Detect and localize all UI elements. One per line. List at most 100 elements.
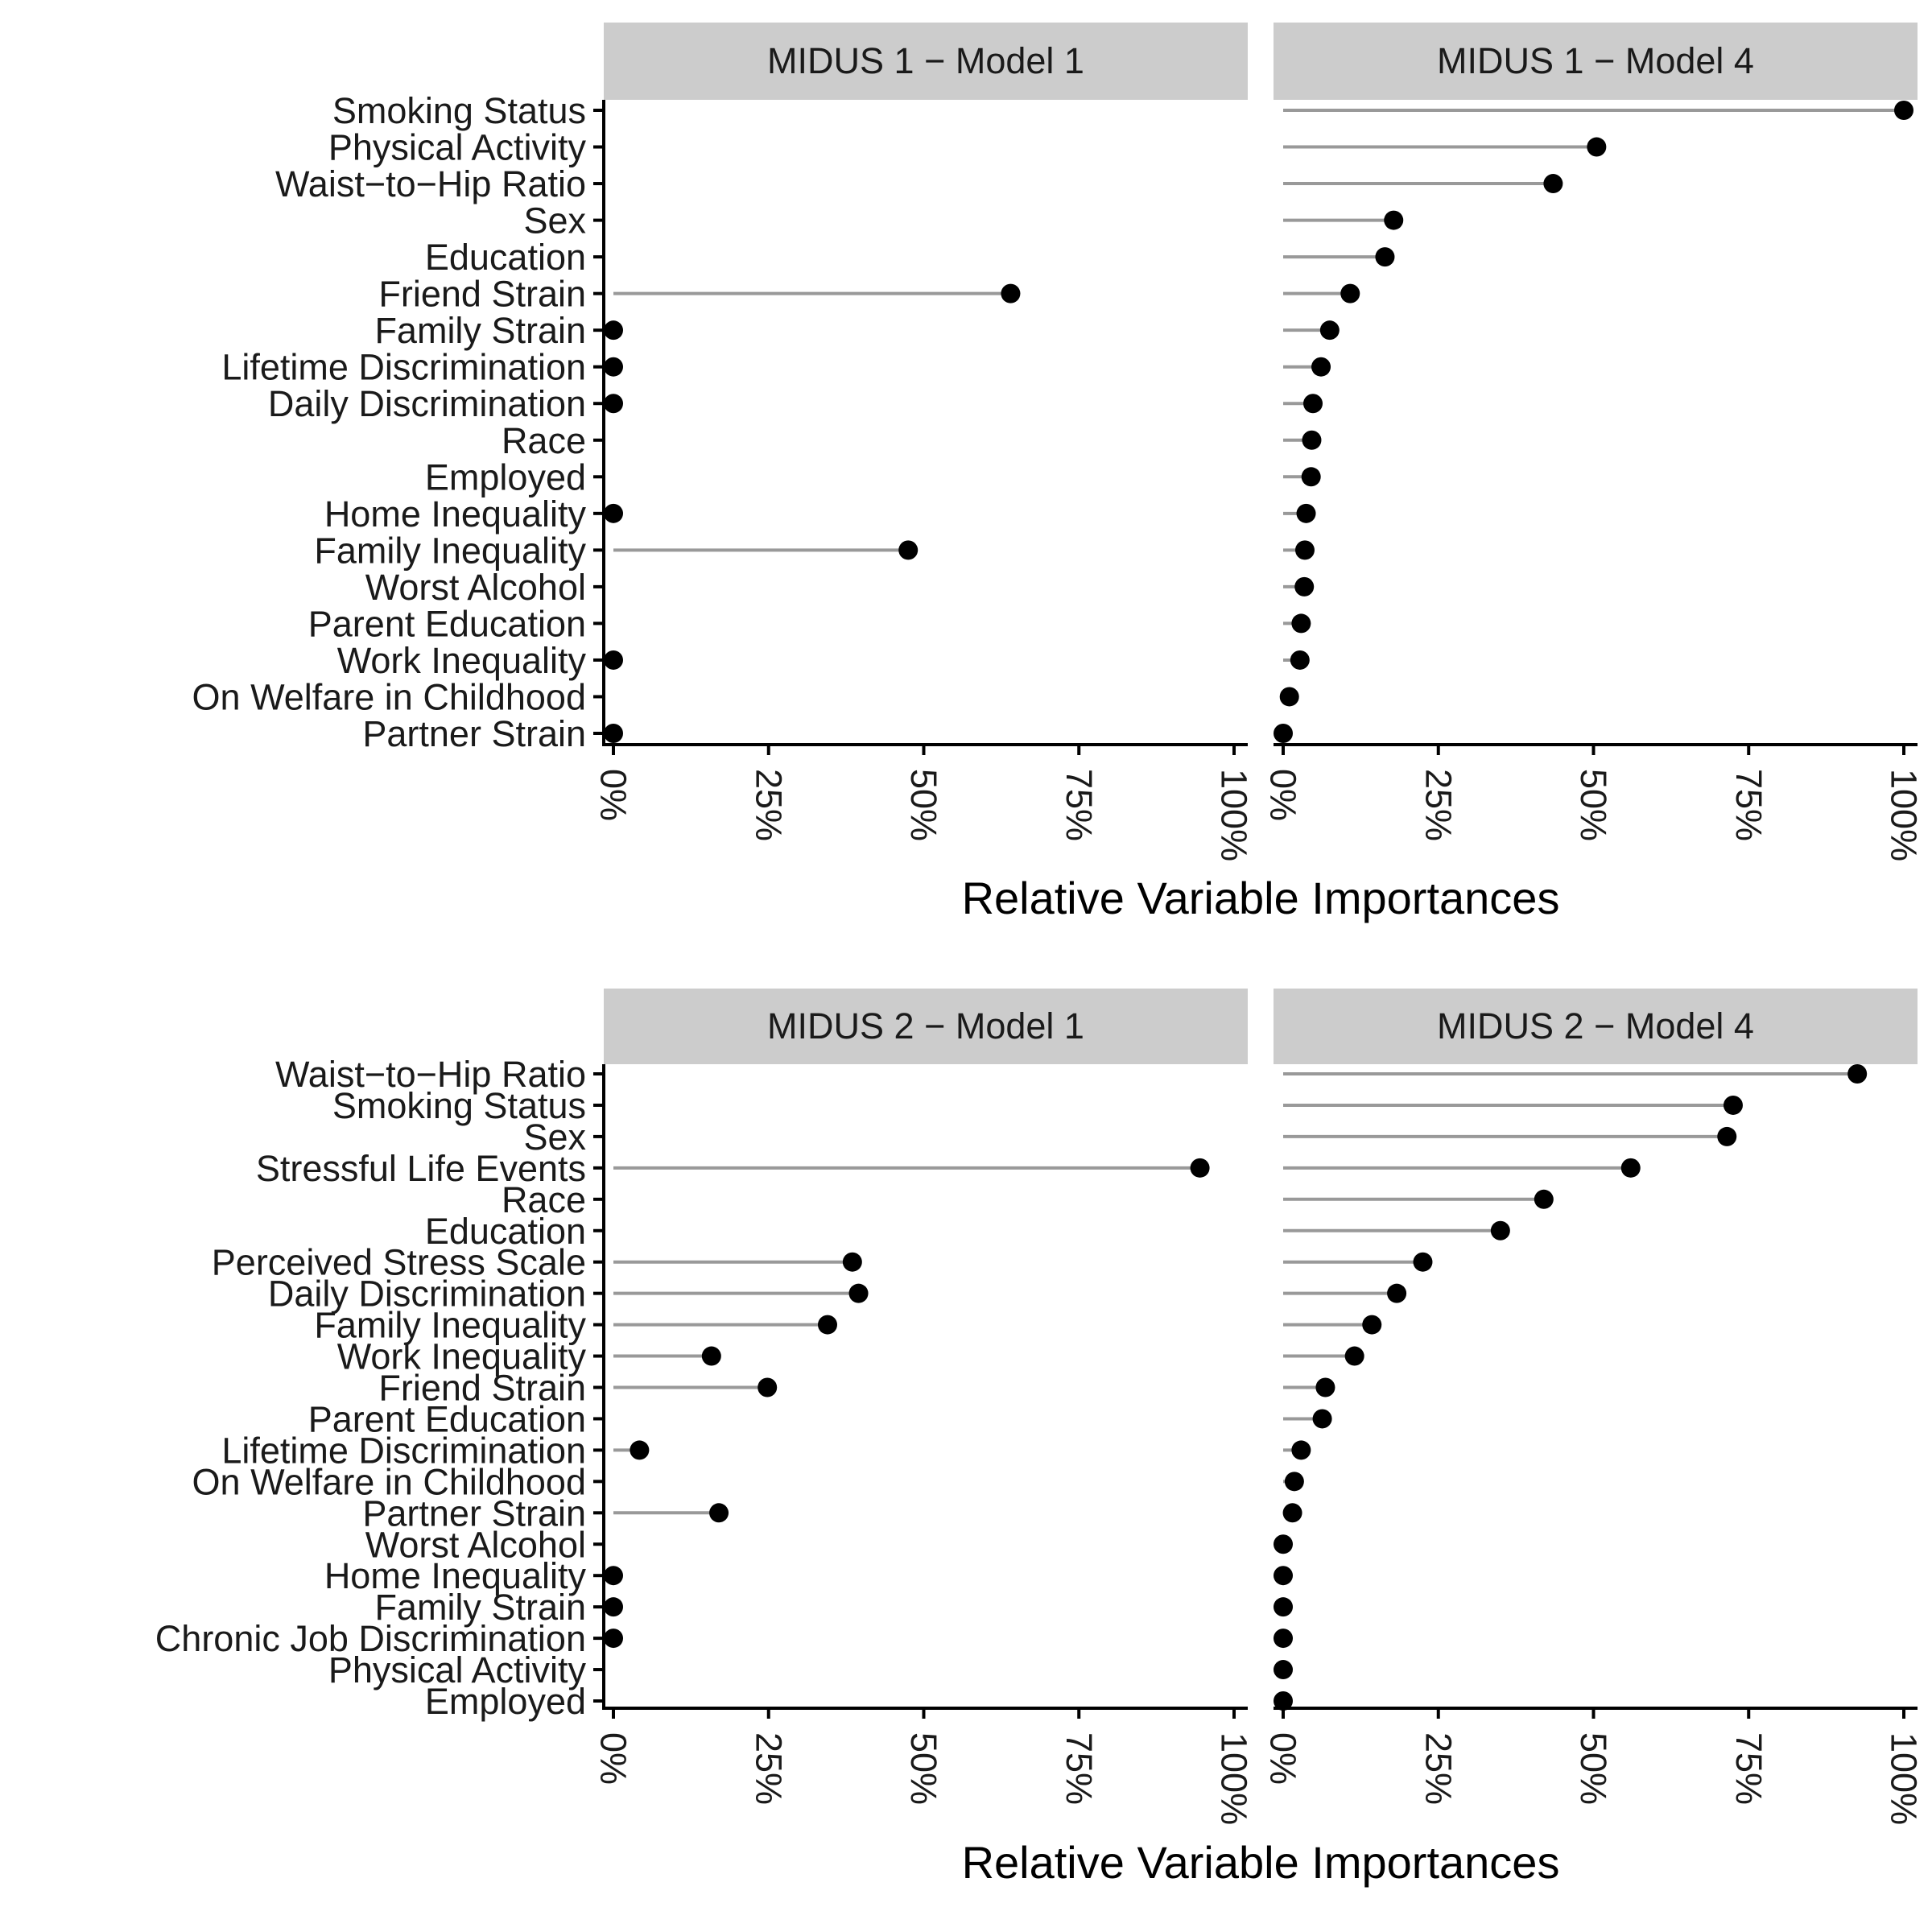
- category-label: Education: [425, 237, 586, 278]
- x-tick-label: 25%: [748, 1732, 789, 1805]
- x-tick-label: 25%: [748, 769, 789, 841]
- data-point: [604, 1566, 623, 1586]
- data-point: [1344, 1346, 1364, 1366]
- data-point: [1587, 137, 1607, 157]
- x-tick-label: 50%: [903, 1732, 944, 1805]
- data-point: [1723, 1095, 1743, 1115]
- category-label: Daily Discrimination: [268, 1274, 586, 1315]
- category-label: Sex: [523, 200, 586, 242]
- data-point: [1301, 467, 1321, 487]
- category-label: Partner Strain: [362, 713, 586, 754]
- data-point: [604, 724, 623, 743]
- data-point: [1274, 1660, 1293, 1680]
- x-tick-label: 75%: [1728, 769, 1769, 841]
- x-axis-title: Relative Variable Importances: [962, 1837, 1560, 1888]
- data-point: [1717, 1126, 1737, 1146]
- data-point: [1190, 1158, 1210, 1178]
- data-point: [1282, 1503, 1302, 1523]
- x-tick-label: 100%: [1884, 769, 1925, 861]
- data-point: [1294, 540, 1315, 560]
- data-point: [1384, 210, 1404, 230]
- data-point: [1303, 394, 1323, 414]
- category-label: Parent Education: [308, 603, 586, 644]
- category-label: Friend Strain: [378, 1368, 586, 1409]
- category-label: Worst Alcohol: [365, 567, 586, 608]
- data-point: [1620, 1158, 1641, 1178]
- data-point: [817, 1315, 837, 1335]
- x-tick-label: 50%: [903, 769, 944, 841]
- category-label: Physical Activity: [328, 1649, 587, 1690]
- data-point: [1387, 1283, 1407, 1303]
- category-label: Lifetime Discrimination: [221, 347, 586, 388]
- data-point: [898, 540, 919, 560]
- category-label: Family Inequality: [314, 530, 586, 571]
- data-point: [1274, 1534, 1293, 1554]
- facet-title: MIDUS 1 − Model 4: [1437, 40, 1754, 81]
- data-point: [604, 320, 623, 341]
- data-point: [1294, 576, 1315, 597]
- category-label: Perceived Stress Scale: [212, 1242, 586, 1283]
- data-point: [1279, 687, 1299, 707]
- category-label: Partner Strain: [362, 1492, 586, 1534]
- category-label: Waist−to−Hip Ratio: [275, 163, 586, 204]
- x-tick-label: 75%: [1059, 769, 1100, 841]
- x-tick-label: 25%: [1418, 769, 1459, 841]
- facet-strip: [1274, 989, 1918, 1064]
- data-point: [1413, 1252, 1433, 1272]
- data-point: [1274, 724, 1293, 743]
- category-label: Race: [502, 1179, 586, 1220]
- data-point: [604, 1629, 623, 1649]
- category-label: Chronic Job Discrimination: [155, 1618, 586, 1659]
- data-point: [1375, 247, 1395, 267]
- x-tick-label: 25%: [1418, 1732, 1459, 1805]
- x-tick-label: 0%: [593, 769, 634, 821]
- data-point: [842, 1252, 862, 1272]
- x-tick-label: 0%: [1263, 769, 1304, 821]
- x-tick-label: 50%: [1573, 1732, 1614, 1805]
- category-label: Employed: [425, 456, 586, 497]
- category-label: Sex: [523, 1117, 586, 1158]
- x-tick-label: 100%: [1214, 1732, 1255, 1825]
- category-label: Race: [502, 420, 586, 461]
- x-tick-label: 75%: [1728, 1732, 1769, 1805]
- data-point: [604, 357, 623, 377]
- category-label: On Welfare in Childhood: [192, 1461, 586, 1502]
- data-point: [1894, 101, 1913, 120]
- facet-strip: [1274, 23, 1918, 100]
- data-point: [1274, 1597, 1293, 1617]
- x-tick-label: 0%: [1263, 1732, 1304, 1785]
- category-label: Work Inequality: [337, 640, 587, 681]
- data-point: [1291, 613, 1311, 634]
- x-tick-label: 100%: [1214, 769, 1255, 861]
- category-label: Home Inequality: [324, 1555, 587, 1596]
- data-point: [604, 394, 623, 414]
- category-label: Smoking Status: [332, 90, 586, 131]
- data-point: [1296, 503, 1316, 523]
- data-point: [701, 1346, 721, 1366]
- data-point: [1284, 1472, 1304, 1492]
- category-label: Family Inequality: [314, 1305, 586, 1346]
- category-label: Smoking Status: [332, 1085, 586, 1126]
- data-point: [1315, 1377, 1335, 1397]
- data-point: [604, 1597, 623, 1617]
- data-point: [1490, 1220, 1510, 1241]
- x-tick-label: 100%: [1884, 1732, 1925, 1825]
- data-point: [709, 1503, 729, 1523]
- category-label: Waist−to−Hip Ratio: [275, 1054, 586, 1095]
- category-label: Physical Activity: [328, 127, 587, 168]
- category-label: Home Inequality: [324, 493, 587, 535]
- data-point: [1543, 174, 1563, 194]
- data-point: [1319, 320, 1340, 341]
- facet-strip: [604, 989, 1248, 1064]
- category-label: Family Strain: [374, 1587, 586, 1628]
- facet-title: MIDUS 2 − Model 4: [1437, 1005, 1754, 1046]
- category-label: Family Strain: [374, 310, 586, 351]
- x-tick-label: 50%: [1573, 769, 1614, 841]
- data-point: [1274, 1691, 1293, 1711]
- data-point: [1274, 1629, 1293, 1649]
- facet-strip: [604, 23, 1248, 100]
- facet-title: MIDUS 1 − Model 1: [767, 40, 1084, 81]
- category-label: On Welfare in Childhood: [192, 676, 586, 717]
- data-point: [758, 1377, 778, 1397]
